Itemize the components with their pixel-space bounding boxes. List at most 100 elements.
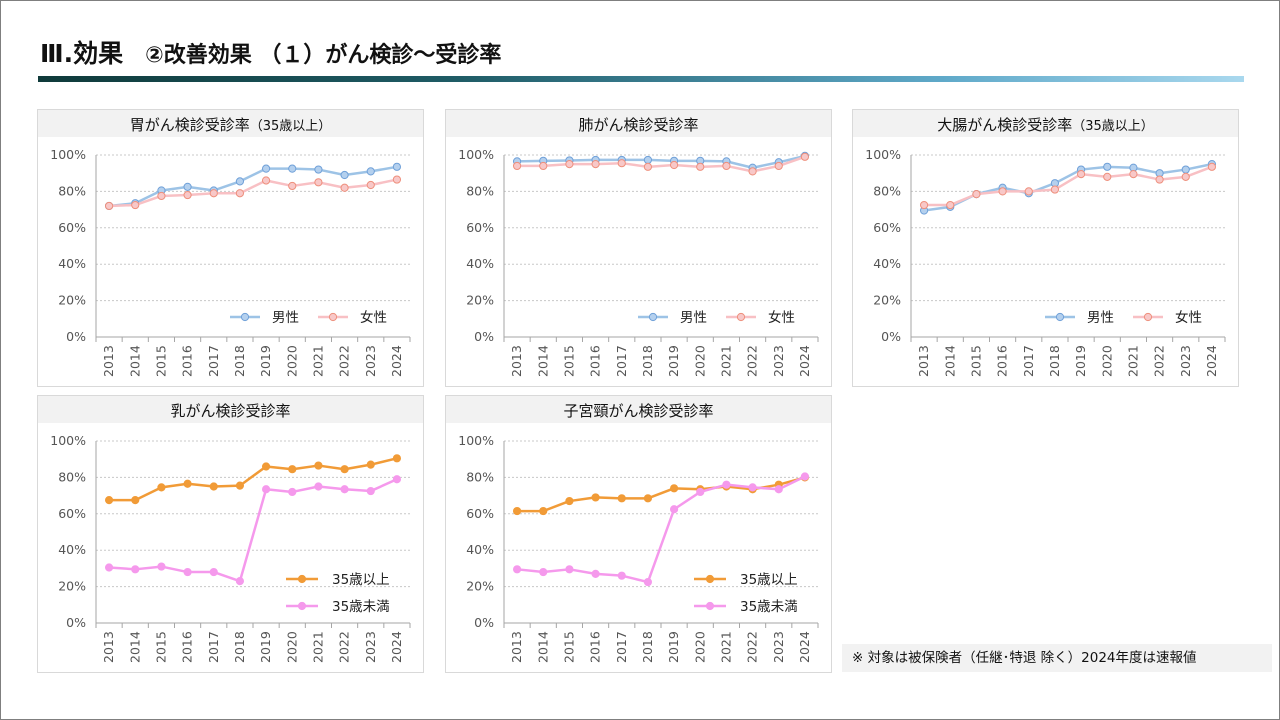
- x-tick-label: 2020: [284, 631, 299, 663]
- x-tick-label: 2018: [640, 631, 655, 663]
- legend-swatch-marker: [1143, 312, 1153, 322]
- title-underline: [38, 76, 1244, 82]
- x-tick-label: 2024: [389, 631, 404, 663]
- data-point: [340, 183, 349, 192]
- x-tick-label: 2016: [180, 631, 195, 663]
- x-tick-label: 2013: [101, 345, 116, 377]
- y-tick-label: 0%: [66, 615, 86, 630]
- chart-svg: 子宮頸がん検診受診率 0% 20% 40% 60% 80% 100% 2013 2014 2015…: [446, 396, 831, 663]
- chart-panel-colon: 大腸がん検診受診率（35歳以上） 0% 20% 40% 60% 80% 100% 2013 20…: [852, 109, 1239, 387]
- data-point: [1076, 170, 1086, 179]
- y-tick-label: 100%: [458, 433, 494, 448]
- series-line-2: [109, 178, 398, 208]
- chart-title-bar: [853, 110, 1238, 137]
- data-point: [800, 472, 810, 481]
- x-tick-label: 2014: [535, 631, 550, 663]
- y-tick-label: 0%: [474, 615, 494, 630]
- chart-title-main: 胃がん検診受診率: [130, 116, 250, 134]
- data-point: [314, 461, 323, 470]
- x-tick-label: 2014: [127, 345, 142, 377]
- x-tick-label: 2021: [310, 631, 325, 663]
- chart-title: 肺がん検診受診率: [578, 116, 698, 134]
- data-point: [919, 200, 929, 210]
- y-tick-label: 40%: [58, 256, 86, 271]
- data-point: [157, 191, 166, 201]
- chart-title: 胃がん検診受診率（35歳以上）: [130, 116, 332, 134]
- x-tick-label: 2020: [1099, 345, 1114, 377]
- data-point: [696, 162, 705, 171]
- x-tick-label: 2015: [561, 631, 576, 663]
- x-tick-label: 2019: [1073, 345, 1088, 377]
- x-tick-label: 2017: [206, 631, 221, 663]
- x-tick-label: 2023: [1178, 345, 1193, 377]
- y-tick-label: 60%: [466, 506, 494, 521]
- x-tick-label: 2015: [968, 345, 983, 377]
- x-tick-label: 2021: [718, 631, 733, 663]
- legend-swatch-marker: [328, 312, 338, 322]
- chart-title-main: 乳がん検診受診率: [170, 402, 290, 420]
- data-point: [314, 165, 323, 174]
- data-point: [392, 175, 402, 184]
- x-tick-label: 2021: [1125, 345, 1140, 377]
- data-point: [261, 176, 271, 185]
- data-point: [722, 161, 731, 171]
- data-point: [288, 465, 297, 474]
- legend-swatch-marker: [705, 574, 715, 584]
- series-line-2: [516, 475, 806, 584]
- data-point: [512, 506, 522, 516]
- x-tick-label: 2013: [916, 345, 931, 377]
- y-tick-label: 0%: [881, 329, 901, 344]
- data-point: [183, 190, 192, 200]
- data-point: [157, 562, 166, 571]
- data-point: [183, 567, 192, 577]
- chart-title: 大腸がん検診受診率（35歳以上）: [937, 116, 1154, 134]
- series-line-1: [109, 457, 398, 502]
- data-point: [774, 161, 783, 171]
- x-tick-label: 2019: [666, 345, 681, 377]
- x-tick-label: 2022: [1152, 345, 1167, 377]
- series-line-2: [517, 155, 806, 173]
- data-point: [131, 565, 140, 574]
- data-point: [643, 155, 653, 165]
- x-tick-label: 2024: [797, 345, 812, 377]
- legend-label: 35歳未満: [332, 599, 390, 615]
- x-tick-label: 2016: [180, 345, 195, 377]
- y-tick-label: 60%: [466, 220, 494, 235]
- legend-label: 35歳以上: [740, 572, 798, 588]
- x-tick-label: 2017: [1021, 345, 1036, 377]
- legend-swatch-marker: [648, 312, 658, 322]
- chart-title-bar: [38, 110, 423, 137]
- data-point: [800, 152, 810, 161]
- data-point: [104, 201, 114, 211]
- x-tick-label: 2023: [771, 631, 786, 663]
- series-line-2: [924, 165, 1213, 207]
- y-tick-label: 80%: [466, 469, 494, 484]
- x-tick-label: 2023: [363, 345, 378, 377]
- data-point: [539, 506, 548, 516]
- x-tick-label: 2020: [284, 345, 299, 377]
- y-tick-label: 40%: [873, 256, 901, 271]
- y-tick-label: 0%: [66, 329, 86, 344]
- data-point: [617, 159, 626, 168]
- x-tick-label: 2013: [509, 631, 524, 663]
- x-tick-label: 2014: [942, 345, 957, 377]
- x-tick-label: 2014: [535, 345, 550, 377]
- data-point: [235, 177, 245, 186]
- series-line-1: [923, 162, 1213, 212]
- x-tick-label: 2018: [232, 345, 247, 377]
- data-point: [643, 577, 653, 587]
- y-tick-label: 100%: [458, 147, 494, 162]
- data-point: [591, 160, 600, 169]
- legend-label: 35歳以上: [332, 572, 390, 588]
- x-tick-label: 2019: [258, 631, 273, 663]
- data-point: [946, 200, 955, 210]
- y-tick-label: 100%: [50, 147, 86, 162]
- data-point: [565, 496, 574, 506]
- x-tick-label: 2016: [588, 345, 603, 377]
- data-point: [392, 475, 402, 484]
- x-tick-label: 2013: [509, 345, 524, 377]
- x-tick-label: 2017: [614, 631, 629, 663]
- y-tick-label: 80%: [58, 469, 86, 484]
- x-tick-label: 2018: [232, 631, 247, 663]
- data-point: [539, 161, 548, 171]
